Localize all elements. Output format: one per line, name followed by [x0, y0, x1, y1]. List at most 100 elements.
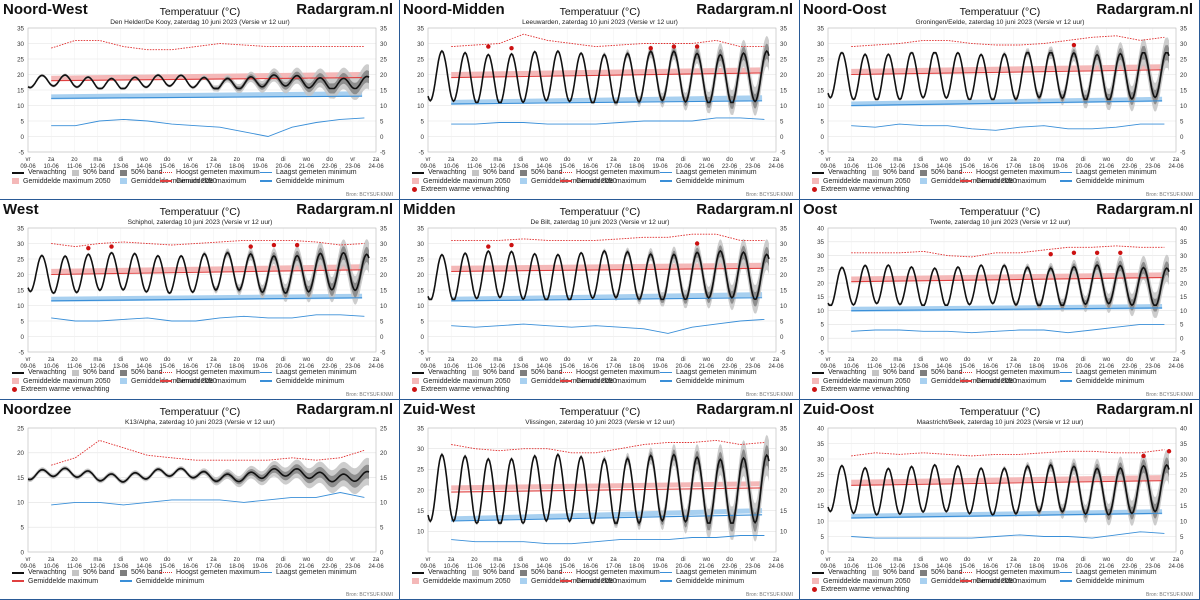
y-tick-label-right: 0 [1180, 336, 1184, 343]
x-tick-day: di [1081, 157, 1086, 163]
x-tick-day: za [610, 357, 617, 363]
x-tick-date: 10-06 [844, 164, 860, 170]
x-tick-day: vr [1150, 557, 1155, 563]
x-tick-day: do [964, 557, 971, 563]
y-tick-label: 30 [17, 241, 24, 248]
legend-item-avg-min-2050: Gemiddelde minimum 2050 [520, 177, 617, 186]
legend-item-record-min: Laagst gemeten minimum [1060, 368, 1157, 377]
y-tick-label: 0 [821, 549, 825, 556]
legend-swatch [120, 378, 127, 384]
legend-item-record-min: Laagst gemeten minimum [1060, 168, 1157, 177]
legend-label: Gemiddelde minimum [1076, 377, 1145, 385]
x-tick-date: 19-06 [1052, 564, 1068, 570]
y-tick-label-right: 20 [780, 72, 787, 79]
legend-item-extreme: Extreem warme verwachting [12, 385, 109, 394]
x-tick-day: vr [188, 157, 193, 163]
legend-label: Gemiddelde maximum [576, 577, 647, 585]
x-tick-date: 11-06 [867, 564, 883, 570]
legend-item-verwachting: Verwachting [812, 168, 866, 177]
legend-label: Gemiddelde minimum 2050 [131, 177, 217, 185]
x-tick-date: 13-06 [513, 364, 529, 370]
legend-label: Gemiddelde maximum 2050 [23, 377, 111, 385]
x-tick-date: 11-06 [867, 364, 883, 370]
x-tick-date: 16-06 [583, 564, 599, 570]
y-tick-label: 20 [17, 72, 24, 79]
station-subtitle: De Bilt, zaterdag 10 juni 2023 (Versie v… [530, 219, 670, 226]
legend-swatch [660, 372, 672, 373]
x-tick-day: vr [750, 357, 755, 363]
avg-max-line [851, 69, 1163, 76]
x-tick-day: wo [302, 357, 311, 363]
chart-title: Temperatuur (°C) [959, 406, 1041, 418]
brand-logo-text: Radargram.nl [696, 401, 793, 418]
x-tick-date: 19-06 [1052, 364, 1068, 370]
y-tick-label-right: 20 [1180, 72, 1187, 79]
x-tick-date: 13-06 [113, 164, 129, 170]
x-tick-date: 22-06 [722, 564, 738, 570]
x-tick-day: do [326, 157, 333, 163]
x-tick-date: 20-06 [1076, 364, 1092, 370]
legend-item-avg-max: Gemiddelde maximum [12, 577, 98, 586]
legend-label: 90% band [883, 169, 915, 176]
legend-swatch [1060, 380, 1072, 382]
y-tick-label: 10 [417, 529, 424, 536]
y-tick-label-right: 20 [380, 272, 387, 279]
x-tick-day: zo [234, 157, 241, 163]
x-tick-date: 14-06 [536, 364, 552, 370]
x-tick-date: 23-06 [745, 364, 761, 370]
legend-label: Verwachting [828, 569, 867, 576]
x-tick-date: 10-06 [444, 164, 460, 170]
legend-item-band90: 90% band [872, 568, 915, 577]
legend-item-band50: 50% band [520, 168, 563, 177]
y-tick-label: 0 [821, 336, 825, 343]
y-tick-label-right: 10 [380, 303, 387, 310]
plot-area [427, 227, 777, 353]
y-tick-label: 10 [817, 308, 824, 315]
x-tick-day: wo [302, 557, 311, 563]
x-tick-date: 18-06 [1029, 364, 1045, 370]
x-tick-date: 17-06 [606, 364, 622, 370]
legend-label: Gemiddelde minimum 2050 [531, 377, 617, 385]
x-tick-day: zo [634, 357, 641, 363]
record-max-line [51, 439, 365, 466]
x-tick-date: 21-06 [1099, 564, 1115, 570]
x-tick-date: 18-06 [629, 564, 645, 570]
station-subtitle: Groningen/Eelde, zaterdag 10 juni 2023 (… [915, 19, 1085, 26]
chart-panel-oost: -5 -5 0 0 5 5 10 10 15 15 20 20 25 25 30 30 35 35 40 40 vr 09… [800, 200, 1200, 400]
x-tick-day: za [1010, 357, 1017, 363]
y-tick-label: 15 [817, 503, 824, 510]
legend-swatch [960, 172, 972, 173]
y-tick-label: 25 [17, 425, 24, 432]
x-tick-date: 13-06 [913, 364, 929, 370]
x-tick-day: vr [988, 157, 993, 163]
x-tick-date: 11-06 [67, 564, 83, 570]
legend-swatch [960, 572, 972, 573]
x-tick-day: ma [256, 357, 265, 363]
y-tick-label-right: 20 [780, 272, 787, 279]
legend-swatch [472, 169, 479, 176]
x-tick-date: 18-06 [629, 364, 645, 370]
legend-swatch [560, 372, 572, 373]
legend-item-avg-max-2050: Gemiddelde maximum 2050 [12, 377, 111, 386]
legend-item-record-max: Hoogst gemeten maximum [560, 368, 660, 377]
legend-label: Gemiddelde maximum 2050 [423, 377, 511, 385]
legend-label: Hoogst gemeten maximum [576, 169, 660, 176]
extreme-marker [1071, 250, 1077, 255]
legend-item-record-max: Hoogst gemeten maximum [560, 168, 660, 177]
legend-item-record-max: Hoogst gemeten maximum [960, 168, 1060, 177]
x-tick-date: 18-06 [229, 164, 245, 170]
legend-swatch [920, 578, 927, 584]
x-tick-day: zo [234, 357, 241, 363]
legend-item-band50: 50% band [920, 568, 963, 577]
x-tick-date: 22-06 [722, 364, 738, 370]
x-tick-day: vr [26, 157, 31, 163]
y-tick-label-right: 25 [380, 425, 387, 432]
x-tick-day: za [48, 157, 55, 163]
legend-item-avg-min-2050: Gemiddelde minimum 2050 [920, 577, 1017, 586]
extreme-marker [694, 241, 700, 246]
x-tick-day: vr [426, 557, 431, 563]
x-tick-date: 19-06 [252, 564, 268, 570]
y-tick-label: 35 [17, 225, 24, 232]
chart-title: Temperatuur (°C) [159, 206, 241, 218]
